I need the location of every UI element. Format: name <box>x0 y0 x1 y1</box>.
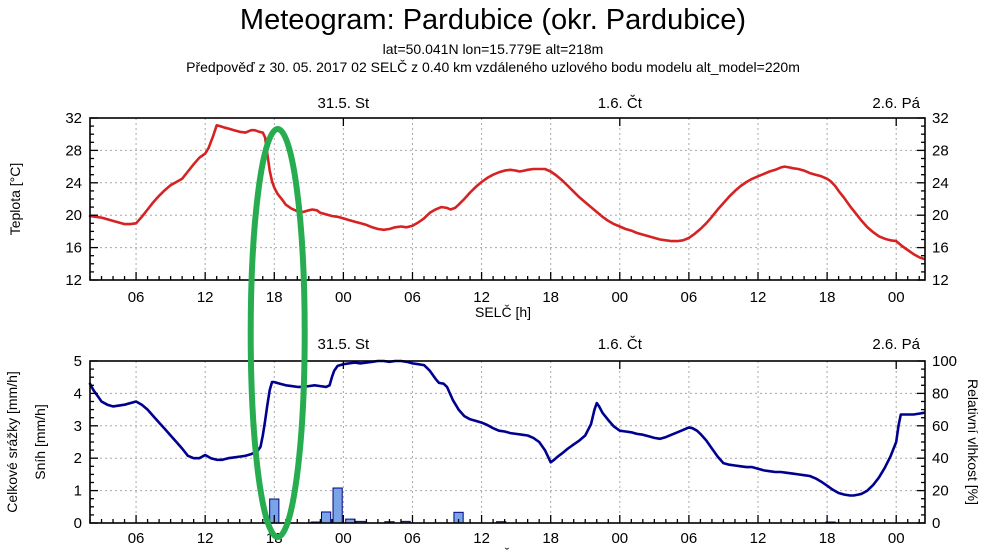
hour-label: 18 <box>542 289 559 306</box>
y-axis-label-right: 60 <box>932 418 949 435</box>
date-label: 31.5. St <box>318 336 371 353</box>
date-label: 1.6. Čt <box>598 336 643 353</box>
hour-label: 06 <box>128 530 145 547</box>
y-axis-label-left: 32 <box>65 110 82 127</box>
date-label: 31.5. St <box>318 95 371 112</box>
series-relativn-vlhkost <box>88 359 926 497</box>
y-axis-label-left: 0 <box>74 515 82 532</box>
hour-label: 18 <box>819 289 836 306</box>
snow-axis-label: Sníh [mm/h] <box>32 404 48 479</box>
y-axis-label-left: 24 <box>65 175 82 192</box>
y-axis-label-left: 12 <box>65 272 82 289</box>
temperature-axis-label: Teplota [°C] <box>7 163 23 236</box>
highlight-ellipse-annotation <box>247 126 308 540</box>
date-label: 1.6. Čt <box>598 95 643 112</box>
y-axis-label-right: 100 <box>932 353 957 370</box>
y-axis-label-left: 28 <box>65 142 82 159</box>
hour-label: 06 <box>404 530 421 547</box>
hour-label: 06 <box>681 289 698 306</box>
hour-label: 12 <box>473 530 490 547</box>
humidity-axis-label: Relativní vlhkost [%] <box>965 379 981 505</box>
hour-label: 06 <box>681 530 698 547</box>
forecast-info: Předpověď z 30. 05. 2017 02 SELČ z 0.40 … <box>186 59 800 75</box>
ticks <box>89 117 925 281</box>
chart-group: 12 16 20 24 28 32 12 16 20 24 28 32 06 12 18 00 06 12 18 00… <box>65 95 948 306</box>
y-axis-label-right: 28 <box>932 142 949 159</box>
hour-label: 18 <box>542 530 559 547</box>
y-axis-label-left: 2 <box>74 450 82 467</box>
hour-label: 00 <box>335 530 352 547</box>
y-axis-label-right: 80 <box>932 385 949 402</box>
hour-label: 00 <box>888 289 905 306</box>
precipitation-bars <box>269 487 836 524</box>
axis-tick-labels: 12 16 20 24 28 32 12 16 20 24 28 32 06 12 18 00 06 12 18 00… <box>65 95 948 306</box>
hour-label: 06 <box>404 289 421 306</box>
y-axis-label-right: 24 <box>932 175 949 192</box>
plot-frame <box>89 360 926 524</box>
page-title: Meteogram: Pardubice (okr. Pardubice) <box>239 4 747 36</box>
grid <box>90 361 925 523</box>
hour-label: 18 <box>819 530 836 547</box>
hour-label: 00 <box>335 289 352 306</box>
y-axis-label-right: 0 <box>932 515 940 532</box>
y-axis-label-right: 20 <box>932 483 949 500</box>
y-axis-label-left: 5 <box>74 353 82 370</box>
y-axis-label-right: 40 <box>932 450 949 467</box>
hour-label: 12 <box>473 289 490 306</box>
date-label: 2.6. Pá <box>872 336 920 353</box>
y-axis-label-right: 12 <box>932 272 949 289</box>
x-axis-label-bottom-chart: SELČ [h] <box>475 547 531 550</box>
precipitation-bar <box>332 487 343 524</box>
y-axis-label-left: 20 <box>65 207 82 224</box>
hour-label: 18 <box>266 289 283 306</box>
date-label: 2.6. Pá <box>872 95 920 112</box>
hour-label: 12 <box>750 289 767 306</box>
y-axis-label-left: 4 <box>74 385 82 402</box>
precip-axis-label: Celkové srážky [mm/h] <box>4 371 20 513</box>
hour-label: 00 <box>888 530 905 547</box>
y-axis-label-right: 32 <box>932 110 949 127</box>
plot-frame <box>89 117 926 281</box>
precipitation-bar <box>320 511 332 524</box>
hour-label: 12 <box>197 530 214 547</box>
series-teplota <box>88 124 926 261</box>
grid <box>90 118 925 280</box>
hour-label: 00 <box>611 530 628 547</box>
hour-label: 12 <box>750 530 767 547</box>
y-axis-label-left: 1 <box>74 483 82 500</box>
location-info: lat=50.041N lon=15.779E alt=218m <box>382 41 604 57</box>
y-axis-label-right: 16 <box>932 240 949 257</box>
hour-label: 00 <box>611 289 628 306</box>
y-axis-label-right: 20 <box>932 207 949 224</box>
ticks <box>89 360 925 524</box>
hour-label: 12 <box>197 289 214 306</box>
x-axis-label-top-chart: SELČ [h] <box>475 304 531 320</box>
hour-label: 06 <box>128 289 145 306</box>
y-axis-label-left: 16 <box>65 240 82 257</box>
y-axis-label-left: 3 <box>74 418 82 435</box>
